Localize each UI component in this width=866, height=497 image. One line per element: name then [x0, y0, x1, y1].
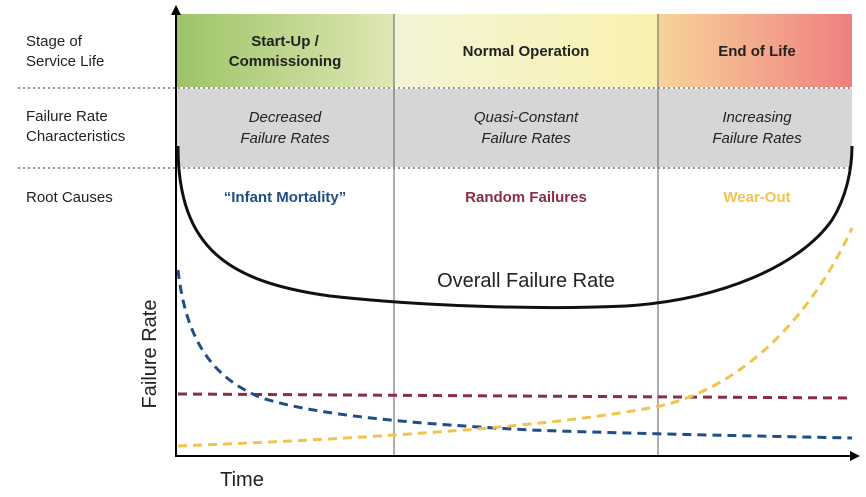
- characteristic-decreased: Decreased Failure Rates: [240, 109, 330, 147]
- infant-mortality-curve: [176, 269, 853, 440]
- overall-failure-rate-label: Overall Failure Rate: [437, 270, 615, 292]
- random-failures-curve: [177, 392, 853, 400]
- y-axis-arrow-icon: [171, 5, 181, 15]
- row-label-root-causes: Root Causes: [26, 189, 113, 206]
- overall-failure-rate-curve: [176, 145, 854, 310]
- band-normal-operation: [394, 14, 658, 87]
- x-axis-arrow-icon: [850, 451, 860, 461]
- root-cause-wear-out: Wear-Out: [723, 189, 790, 206]
- root-cause-infant-mortality: “Infant Mortality”: [224, 189, 347, 206]
- band-end-of-life: [658, 14, 852, 87]
- stage-end-of-life-title: End of Life: [718, 43, 796, 60]
- y-axis-label: Failure Rate: [139, 300, 161, 409]
- band-startup: [176, 14, 394, 87]
- x-axis-label: Time: [220, 469, 264, 491]
- characteristic-quasi-constant: Quasi-Constant Failure Rates: [474, 109, 579, 147]
- band-failure-rate-characteristics: [176, 89, 852, 167]
- root-cause-random-failures: Random Failures: [465, 189, 587, 206]
- characteristic-increasing: Increasing Failure Rates: [712, 109, 802, 147]
- wear-out-curve: [177, 227, 854, 448]
- row-label-characteristics: Failure Rate Characteristics: [26, 108, 125, 145]
- row-label-stage: Stage of Service Life: [26, 33, 104, 70]
- stage-startup-title: Start-Up / Commissioning: [229, 33, 342, 70]
- stage-normal-title: Normal Operation: [463, 43, 590, 60]
